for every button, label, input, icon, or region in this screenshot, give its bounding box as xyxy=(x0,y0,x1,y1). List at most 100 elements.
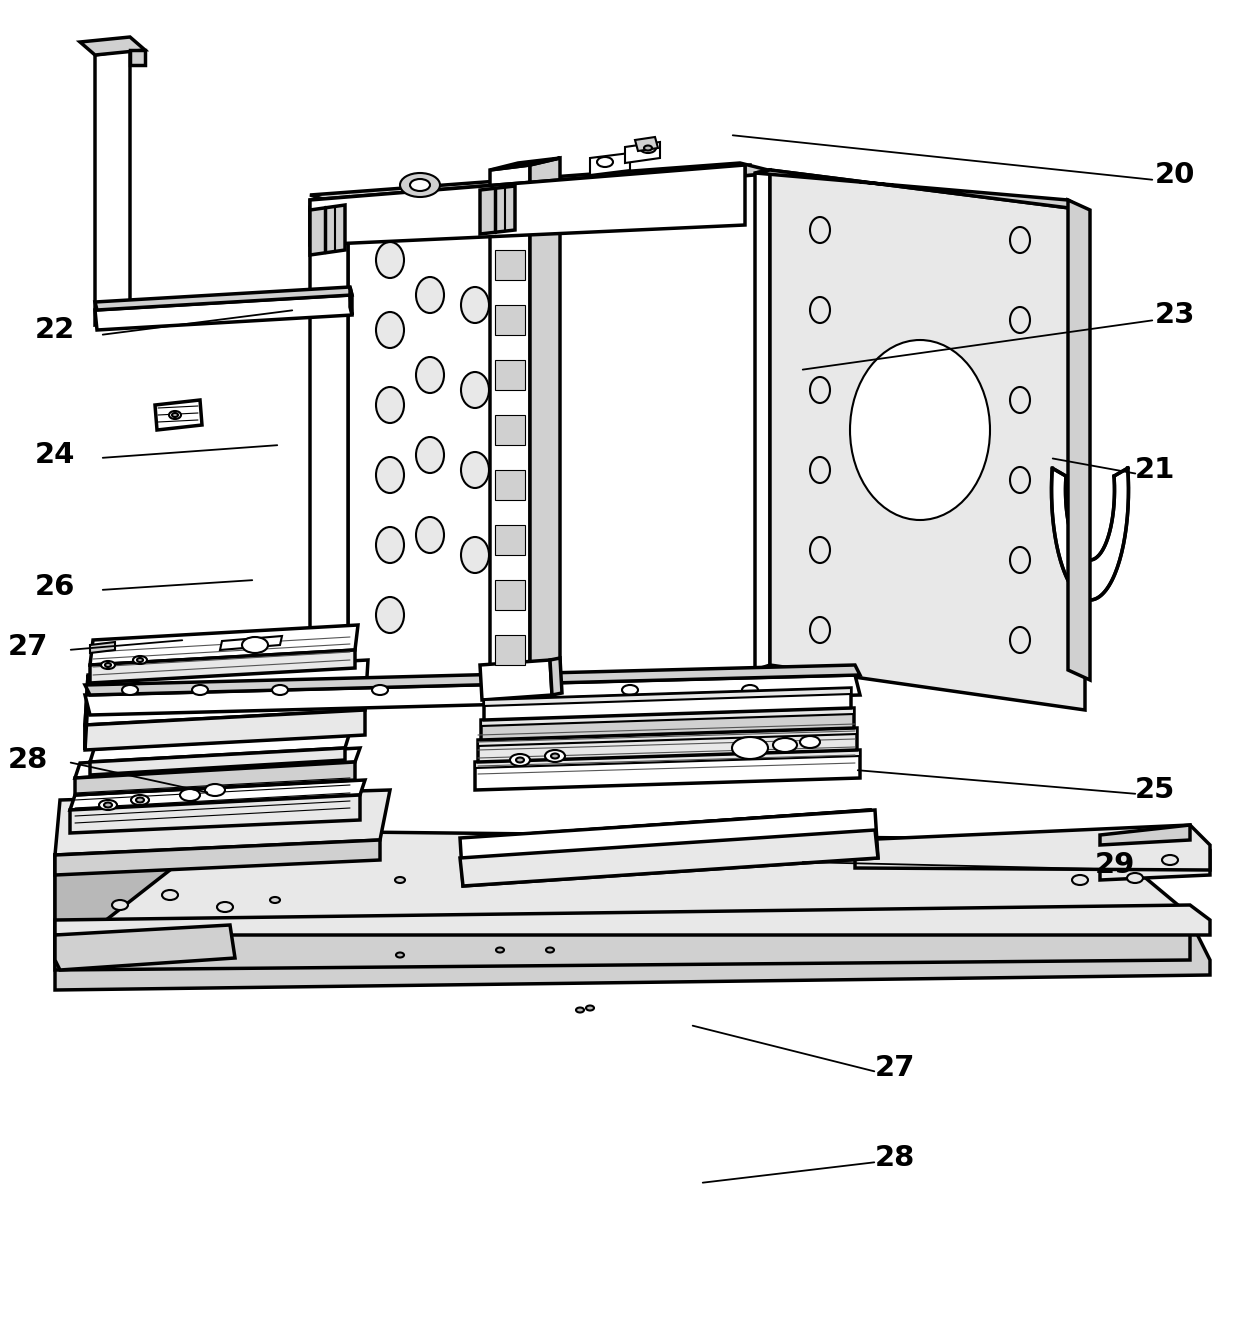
Ellipse shape xyxy=(376,456,404,494)
Polygon shape xyxy=(481,709,854,726)
Text: 28: 28 xyxy=(7,746,48,774)
Polygon shape xyxy=(74,748,360,778)
Ellipse shape xyxy=(396,877,405,882)
Ellipse shape xyxy=(800,736,820,748)
Ellipse shape xyxy=(810,297,830,322)
Ellipse shape xyxy=(401,173,440,196)
Polygon shape xyxy=(55,920,1210,990)
Polygon shape xyxy=(477,729,857,746)
Polygon shape xyxy=(310,196,348,701)
Polygon shape xyxy=(460,829,878,886)
Polygon shape xyxy=(635,137,658,151)
Polygon shape xyxy=(310,163,780,207)
Text: 26: 26 xyxy=(35,573,76,601)
Polygon shape xyxy=(490,165,529,695)
Polygon shape xyxy=(86,710,365,750)
Polygon shape xyxy=(856,825,1210,871)
Polygon shape xyxy=(475,750,861,790)
Polygon shape xyxy=(55,840,379,874)
Polygon shape xyxy=(55,829,1190,928)
Text: 23: 23 xyxy=(1154,301,1195,329)
Ellipse shape xyxy=(496,947,503,953)
Polygon shape xyxy=(470,809,870,852)
Ellipse shape xyxy=(461,287,489,322)
Ellipse shape xyxy=(162,890,179,900)
Ellipse shape xyxy=(516,758,525,763)
Polygon shape xyxy=(481,709,854,740)
Ellipse shape xyxy=(180,790,200,802)
Polygon shape xyxy=(484,687,851,721)
Polygon shape xyxy=(495,249,525,280)
Polygon shape xyxy=(770,170,1085,710)
Ellipse shape xyxy=(810,456,830,483)
Ellipse shape xyxy=(122,685,138,695)
Text: 24: 24 xyxy=(35,441,76,468)
Polygon shape xyxy=(350,165,750,697)
Polygon shape xyxy=(91,625,358,665)
Ellipse shape xyxy=(742,685,758,695)
Ellipse shape xyxy=(415,518,444,553)
Polygon shape xyxy=(470,809,870,860)
Polygon shape xyxy=(755,170,770,670)
Text: 27: 27 xyxy=(874,1054,915,1082)
Text: 28: 28 xyxy=(875,1144,915,1172)
Polygon shape xyxy=(495,360,525,390)
Polygon shape xyxy=(130,50,145,65)
Ellipse shape xyxy=(376,312,404,348)
Polygon shape xyxy=(86,665,861,695)
Ellipse shape xyxy=(1011,547,1030,573)
Ellipse shape xyxy=(172,413,179,417)
Polygon shape xyxy=(480,660,552,701)
Polygon shape xyxy=(310,204,345,255)
Ellipse shape xyxy=(169,411,181,419)
Polygon shape xyxy=(490,158,560,170)
Polygon shape xyxy=(495,636,525,665)
Ellipse shape xyxy=(551,754,559,759)
Ellipse shape xyxy=(461,537,489,573)
Ellipse shape xyxy=(546,947,554,953)
Ellipse shape xyxy=(461,372,489,407)
Ellipse shape xyxy=(773,738,797,752)
Ellipse shape xyxy=(496,337,525,373)
Ellipse shape xyxy=(270,897,280,902)
Ellipse shape xyxy=(136,798,144,803)
Ellipse shape xyxy=(242,637,268,653)
Polygon shape xyxy=(219,636,281,650)
Polygon shape xyxy=(625,142,660,163)
Ellipse shape xyxy=(131,795,149,805)
Text: 25: 25 xyxy=(1135,776,1176,804)
Text: 22: 22 xyxy=(35,316,76,344)
Ellipse shape xyxy=(376,387,404,423)
Polygon shape xyxy=(1100,825,1190,845)
Ellipse shape xyxy=(810,218,830,243)
Polygon shape xyxy=(484,687,851,706)
Polygon shape xyxy=(310,165,745,245)
Text: 29: 29 xyxy=(1095,851,1135,878)
Text: 27: 27 xyxy=(7,633,48,661)
Polygon shape xyxy=(755,170,1085,210)
Ellipse shape xyxy=(415,437,444,472)
Polygon shape xyxy=(95,50,130,325)
Polygon shape xyxy=(495,415,525,445)
Polygon shape xyxy=(55,790,391,855)
Polygon shape xyxy=(74,762,355,795)
Ellipse shape xyxy=(510,754,529,766)
Polygon shape xyxy=(55,916,1190,970)
Ellipse shape xyxy=(415,277,444,313)
Ellipse shape xyxy=(1127,873,1143,882)
Ellipse shape xyxy=(577,1007,584,1013)
Ellipse shape xyxy=(105,664,112,667)
Ellipse shape xyxy=(100,661,115,669)
Ellipse shape xyxy=(587,1006,594,1010)
Ellipse shape xyxy=(546,750,565,762)
Ellipse shape xyxy=(596,157,613,167)
Ellipse shape xyxy=(376,527,404,563)
Polygon shape xyxy=(480,186,515,234)
Polygon shape xyxy=(475,750,861,768)
Polygon shape xyxy=(55,905,1210,936)
Polygon shape xyxy=(81,37,145,54)
Ellipse shape xyxy=(461,453,489,488)
Ellipse shape xyxy=(1011,307,1030,333)
Polygon shape xyxy=(1100,829,1210,880)
Ellipse shape xyxy=(112,900,128,910)
